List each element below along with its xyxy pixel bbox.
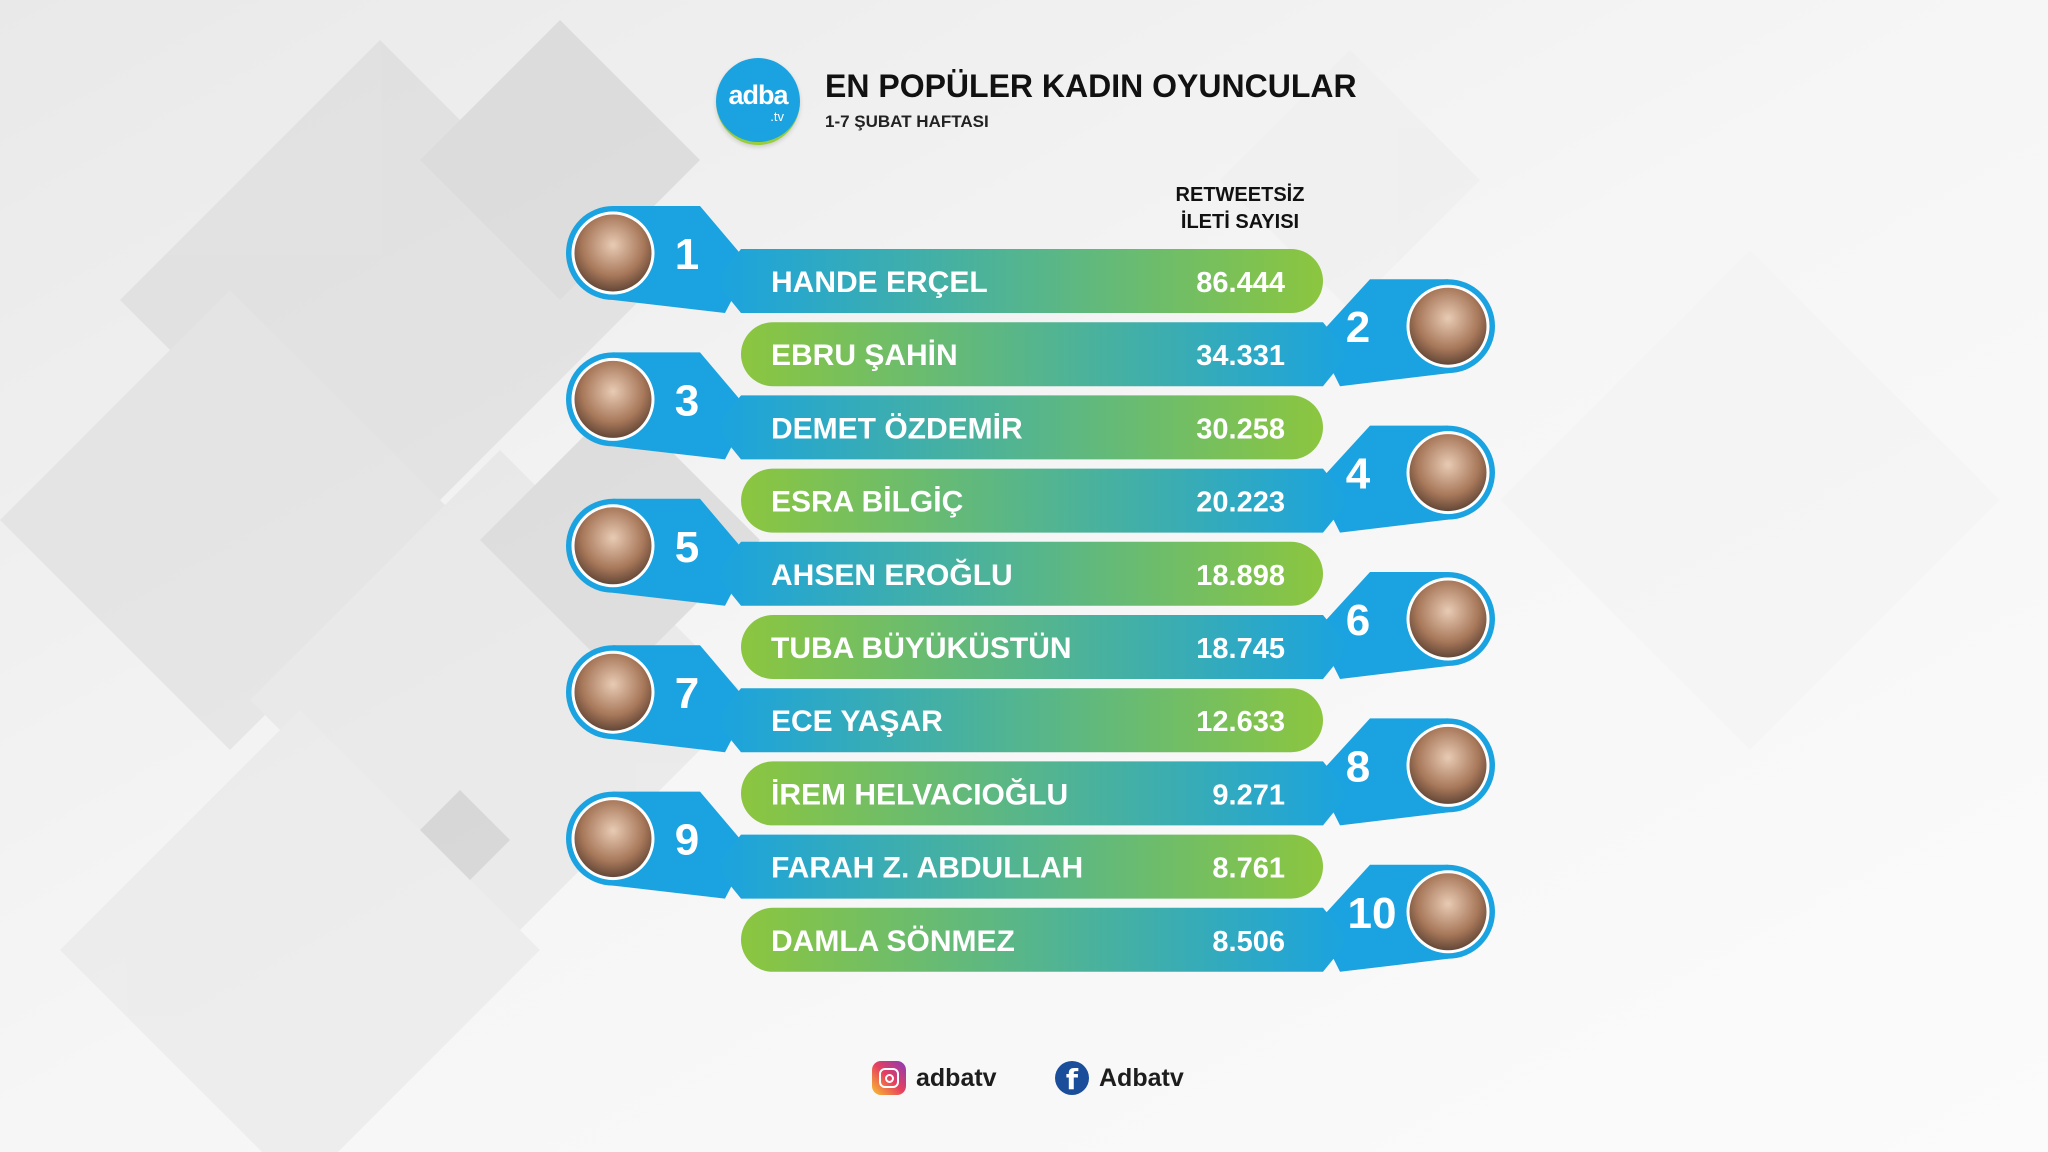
facebook-handle: Adbatv	[1099, 1063, 1184, 1092]
logo-sub: .tv	[770, 109, 784, 124]
bar	[741, 761, 1349, 826]
ranking-row: 1 HANDE ERÇEL 86.444	[566, 206, 1323, 313]
avatar	[1406, 870, 1490, 954]
actress-name: AHSEN EROĞLU	[771, 558, 1013, 592]
actress-name: HANDE ERÇEL	[771, 266, 988, 299]
actress-name: FARAH Z. ABDULLAH	[771, 852, 1083, 885]
rank-number: 8	[1346, 742, 1370, 791]
page-subtitle: 1-7 ŞUBAT HAFTASI	[825, 112, 989, 131]
data-label: 86.444	[1196, 267, 1285, 299]
column-header-line2: İLETİ SAYISI	[1180, 211, 1300, 233]
bar	[715, 541, 1323, 606]
rank-number: 4	[1346, 450, 1371, 499]
avatar	[1406, 431, 1490, 515]
avatar	[1406, 284, 1490, 368]
bar	[741, 468, 1349, 533]
avatar	[571, 650, 655, 734]
adba-logo: adba .tv	[716, 58, 800, 145]
rank-number: 10	[1348, 889, 1397, 938]
rank-number: 6	[1346, 596, 1370, 645]
avatar	[571, 357, 655, 441]
ranking-row: 8 İREM HELVACIOĞLU 9.271	[741, 718, 1495, 826]
ranking-row: 9 FARAH Z. ABDULLAH 8.761	[566, 791, 1323, 899]
bar	[715, 688, 1323, 753]
actress-name: İREM HELVACIOĞLU	[771, 777, 1068, 811]
avatar	[1406, 723, 1490, 807]
instagram-handle: adbatv	[916, 1063, 997, 1092]
actress-name: TUBA BÜYÜKÜSTÜN	[771, 632, 1072, 665]
bar	[741, 615, 1349, 679]
data-label: 9.271	[1212, 779, 1285, 811]
value-column-header: RETWEETSİZ İLETİ SAYISI	[1160, 182, 1320, 236]
rank-number: 5	[675, 523, 699, 572]
avatar	[571, 504, 655, 588]
ranking-row: 4 ESRA BİLGİÇ 20.223	[741, 425, 1495, 533]
avatar	[1406, 577, 1490, 661]
rank-number: 7	[675, 669, 699, 718]
rank-number: 3	[675, 376, 699, 425]
actress-name: DAMLA SÖNMEZ	[771, 925, 1015, 958]
bar	[715, 834, 1323, 899]
ranking-row: 5 AHSEN EROĞLU 18.898	[566, 498, 1323, 606]
page-title: EN POPÜLER KADIN OYUNCULAR	[825, 68, 1357, 104]
data-label: 20.223	[1196, 487, 1285, 519]
data-label: 12.633	[1196, 706, 1285, 738]
data-label: 34.331	[1196, 340, 1285, 372]
ranking-row: 2 EBRU ŞAHİN 34.331	[741, 279, 1495, 387]
ranking-row: 10 DAMLA SÖNMEZ 8.506	[741, 864, 1495, 972]
data-label: 18.898	[1196, 560, 1285, 592]
avatar	[571, 211, 655, 295]
facebook-link[interactable]: f Adbatv	[1055, 1058, 1184, 1098]
ranking-row: 6 TUBA BÜYÜKÜSTÜN 18.745	[741, 572, 1495, 679]
instagram-link[interactable]: adbatv	[872, 1058, 997, 1098]
actress-name: EBRU ŞAHİN	[771, 339, 958, 372]
ranking-row: 7 ECE YAŞAR 12.633	[566, 645, 1323, 753]
rank-number: 1	[675, 230, 699, 279]
bar	[741, 907, 1349, 972]
actress-name: ECE YAŞAR	[771, 705, 943, 738]
logo-text: adba	[728, 80, 788, 110]
actress-name: DEMET ÖZDEMİR	[771, 412, 1023, 445]
rank-number: 9	[675, 816, 699, 865]
data-label: 8.761	[1212, 853, 1285, 885]
actress-name: ESRA BİLGİÇ	[771, 486, 963, 519]
ranking-row: 3 DEMET ÖZDEMİR 30.258	[566, 352, 1323, 460]
bar	[715, 395, 1323, 460]
data-label: 30.258	[1196, 413, 1285, 445]
avatar	[571, 797, 655, 881]
data-label: 8.506	[1212, 926, 1285, 958]
rank-number: 2	[1346, 303, 1370, 352]
instagram-icon	[872, 1061, 906, 1095]
column-header-line1: RETWEETSİZ	[1175, 184, 1305, 206]
bar	[741, 322, 1349, 387]
data-label: 18.745	[1196, 633, 1285, 665]
facebook-icon: f	[1055, 1061, 1089, 1096]
bar	[715, 249, 1323, 313]
